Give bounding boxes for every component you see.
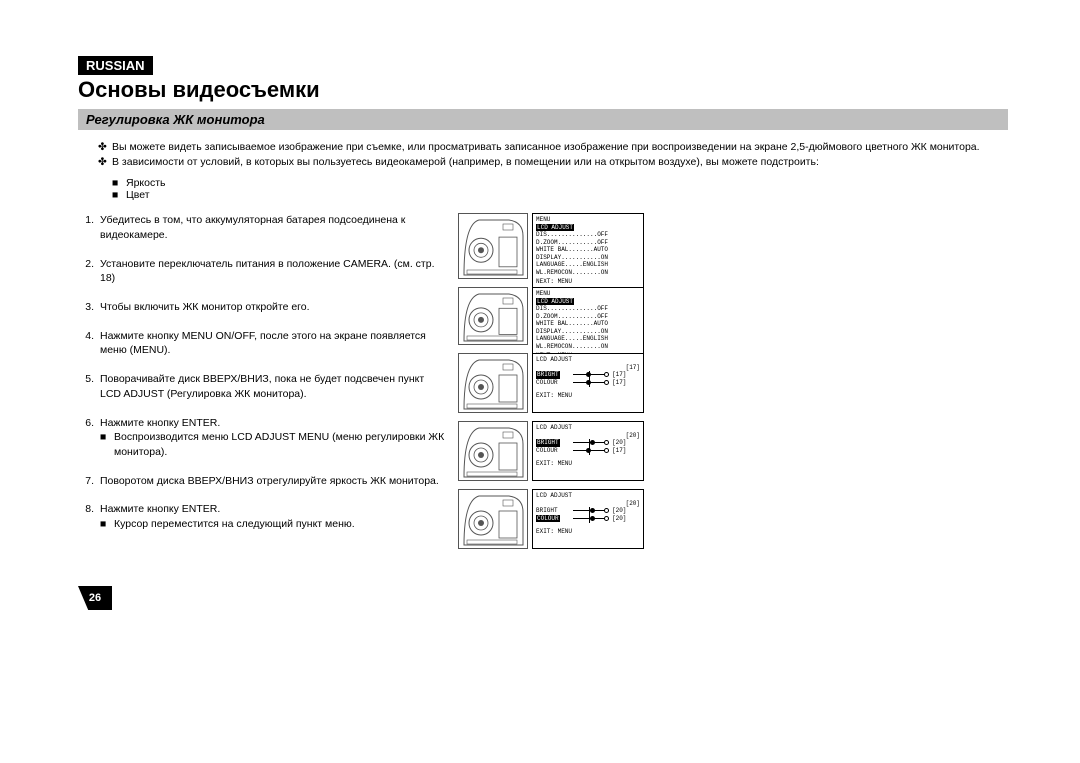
camcorder-thumbnail [458,489,528,549]
step-line: Убедитесь в том, что аккумуляторная бата… [100,213,448,242]
step-body: Нажмите кнопку MENU ON/OFF, после этого … [100,329,448,358]
diagram-block: MENULCD ADJUSTDIS..............OFFD.ZOOM… [458,213,644,289]
camcorder-thumbnail [458,421,528,481]
step: 1.Убедитесь в том, что аккумуляторная ба… [78,213,448,242]
step-body: Поворотом диска ВВЕРХ/ВНИЗ отрегулируйте… [100,474,448,489]
diagram-block: LCD ADJUST[17] BRIGHT [17] COLOUR [17] E… [458,353,644,413]
square-bullet-icon: ■ [100,430,114,459]
step-number: 6. [78,416,100,460]
page-title: Основы видеосъемки [78,77,1008,103]
step-sub: ■Воспроизводится меню LCD ADJUST MENU (м… [100,430,448,459]
step-body: Чтобы включить ЖК монитор откройте его. [100,300,448,315]
step: 7.Поворотом диска ВВЕРХ/ВНИЗ отрегулируй… [78,474,448,489]
diagram-block: LCD ADJUST[20] BRIGHT [20] COLOUR [20] E… [458,489,644,549]
intro-line: В зависимости от условий, в которых вы п… [112,155,819,169]
osd-menu-box: LCD ADJUST[20] BRIGHT [20] COLOUR [17] E… [532,421,644,481]
steps-column: 1.Убедитесь в том, что аккумуляторная ба… [78,213,448,545]
diagram-block: MENULCD ADJUSTDIS..............OFFD.ZOOM… [458,287,644,363]
step-line: Нажмите кнопку MENU ON/OFF, после этого … [100,329,448,358]
step-number: 2. [78,257,100,286]
step-body: Установите переключатель питания в полож… [100,257,448,286]
step: 8.Нажмите кнопку ENTER.■Курсор перемести… [78,502,448,531]
step-number: 3. [78,300,100,315]
step-line: Поворотом диска ВВЕРХ/ВНИЗ отрегулируйте… [100,474,448,489]
step-body: Убедитесь в том, что аккумуляторная бата… [100,213,448,242]
step-line: Нажмите кнопку ENTER. [100,502,448,517]
camcorder-thumbnail [458,287,528,345]
diagram-block: LCD ADJUST[20] BRIGHT [20] COLOUR [17] E… [458,421,644,481]
section-subtitle: Регулировка ЖК монитора [78,109,1008,130]
square-bullet-icon: ■ [100,517,114,532]
bullet-item: Цвет [126,189,150,201]
bullet-list: ■Яркость ■Цвет [78,177,1008,201]
step-number: 8. [78,502,100,531]
step: 6.Нажмите кнопку ENTER.■Воспроизводится … [78,416,448,460]
page-number-badge: 26 [78,586,112,610]
step-sub-text: Воспроизводится меню LCD ADJUST MENU (ме… [114,430,448,459]
step-body: Нажмите кнопку ENTER.■Воспроизводится ме… [100,416,448,460]
osd-menu-box: LCD ADJUST[17] BRIGHT [17] COLOUR [17] E… [532,353,644,413]
intro-line: Вы можете видеть записываемое изображени… [112,140,980,154]
manual-page: RUSSIAN Основы видеосъемки Регулировка Ж… [78,56,1008,546]
step-number: 1. [78,213,100,242]
step-body: Нажмите кнопку ENTER.■Курсор переместитс… [100,502,448,531]
osd-menu-box: MENULCD ADJUSTDIS..............OFFD.ZOOM… [532,213,644,289]
step-line: Установите переключатель питания в полож… [100,257,448,286]
step-line: Нажмите кнопку ENTER. [100,416,448,431]
camcorder-thumbnail [458,353,528,413]
camcorder-thumbnail [458,213,528,279]
step-sub-text: Курсор переместится на следующий пункт м… [114,517,355,532]
step: 4.Нажмите кнопку MENU ON/OFF, после этог… [78,329,448,358]
step-number: 7. [78,474,100,489]
osd-menu-box: MENULCD ADJUSTDIS..............OFFD.ZOOM… [532,287,644,363]
intro-block: ✤Вы можете видеть записываемое изображен… [78,140,1008,169]
step-line: Поворачивайте диск ВВЕРХ/ВНИЗ, пока не б… [100,372,448,401]
step-number: 5. [78,372,100,401]
step-number: 4. [78,329,100,358]
language-badge: RUSSIAN [78,56,153,75]
step-body: Поворачивайте диск ВВЕРХ/ВНИЗ, пока не б… [100,372,448,401]
diagrams-column: MENULCD ADJUSTDIS..............OFFD.ZOOM… [448,213,1008,545]
osd-menu-box: LCD ADJUST[20] BRIGHT [20] COLOUR [20] E… [532,489,644,549]
step: 5.Поворачивайте диск ВВЕРХ/ВНИЗ, пока не… [78,372,448,401]
bullet-item: Яркость [126,177,166,189]
content-row: 1.Убедитесь в том, что аккумуляторная ба… [78,213,1008,545]
step-sub: ■Курсор переместится на следующий пункт … [100,517,448,532]
step-line: Чтобы включить ЖК монитор откройте его. [100,300,448,315]
step: 2.Установите переключатель питания в пол… [78,257,448,286]
step: 3.Чтобы включить ЖК монитор откройте его… [78,300,448,315]
